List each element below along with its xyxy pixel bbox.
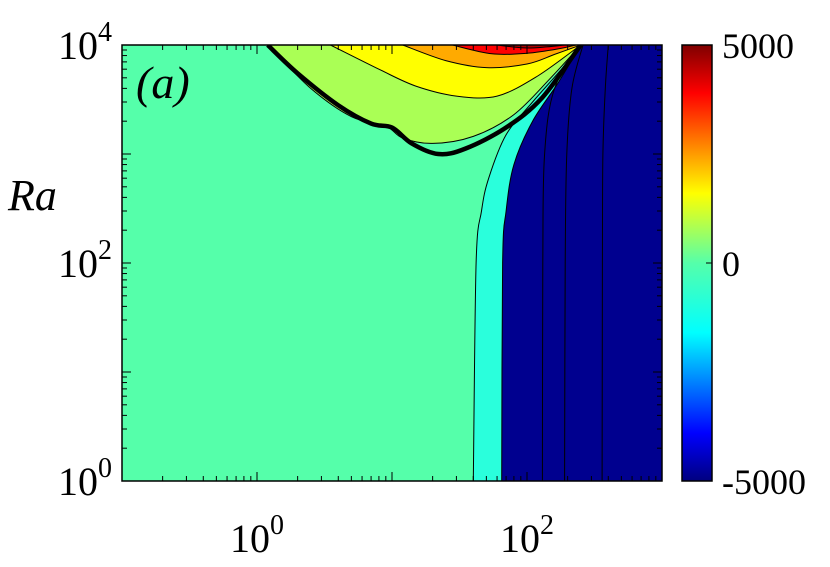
deep-blue-region [501,45,662,481]
plot-clip-group [122,45,662,481]
colorbar-label: 0 [722,244,740,284]
y-axis-label: Ra [7,171,57,220]
neutral-curve [266,45,583,157]
x-tick-label: 102 [500,510,554,561]
y-tick-label: 100 [58,453,112,504]
blue-contour-line-3 [601,45,609,481]
blue-contour-line-2 [564,45,584,481]
axes: 100 102 100 102 104 [58,17,663,561]
y-tick-label: 104 [58,17,112,68]
colorbar-label: -5000 [722,462,806,502]
panel-label: (a) [136,57,190,108]
colorbar-label: 5000 [722,26,794,66]
colorbar-tick-labels: 5000 0 -5000 [706,26,806,502]
y-tick-label: 102 [58,235,112,286]
x-tick-label: 100 [230,510,284,561]
plot-area [122,45,662,481]
blue-contour-line-1 [541,45,582,481]
